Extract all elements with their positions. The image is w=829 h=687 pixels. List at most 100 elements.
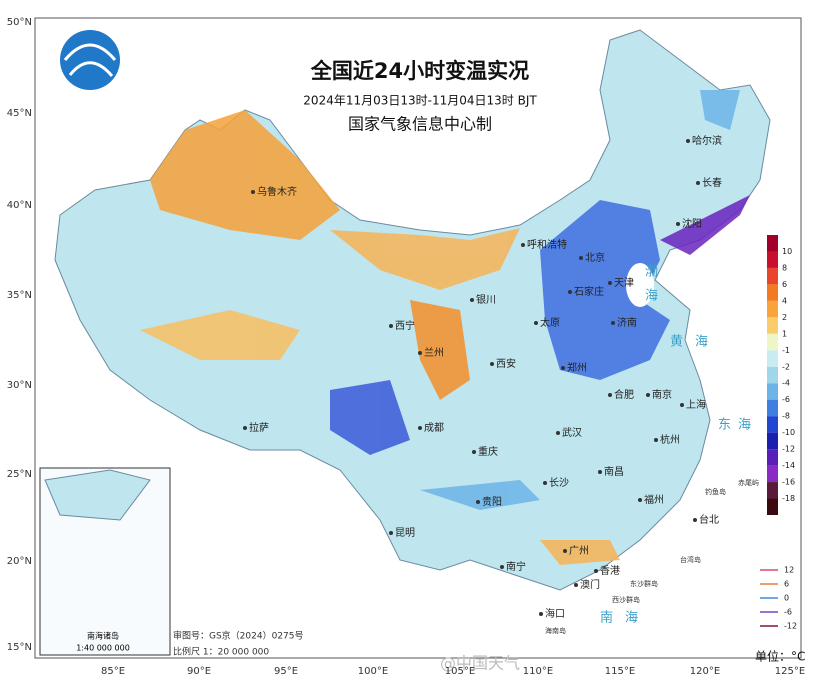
city-label: 南京	[652, 388, 672, 401]
city-label: 哈尔滨	[692, 134, 722, 147]
colorbar-label: -16	[782, 478, 795, 487]
colorbar-swatch	[767, 251, 778, 268]
city-dot	[676, 222, 680, 226]
island-label: 钓鱼岛	[705, 487, 726, 496]
colorbar-label: -14	[782, 461, 795, 470]
colorbar-label: -4	[782, 379, 790, 388]
city-label: 长春	[702, 177, 722, 189]
city-dot	[543, 481, 547, 485]
colorbar-swatch	[767, 465, 778, 483]
city-label: 沈阳	[682, 217, 702, 230]
sea-label: 海	[738, 418, 751, 433]
city-dot	[611, 321, 615, 325]
sea-label: 海	[625, 611, 638, 626]
island-label: 海南岛	[545, 626, 566, 635]
city-dot	[389, 531, 393, 535]
city-label: 呼和浩特	[527, 239, 567, 251]
city-dot	[608, 393, 612, 397]
city-dot	[251, 190, 255, 194]
colorbar-swatch	[767, 267, 778, 285]
sea-label: 渤	[645, 264, 658, 280]
title: 全国近24小时变温实况	[310, 59, 529, 83]
warm-area	[540, 540, 620, 565]
colorbar-swatch	[767, 333, 778, 351]
colorbar-label: -8	[782, 412, 790, 421]
city-dot	[476, 500, 480, 504]
producer: 国家气象信息中心制	[348, 115, 492, 134]
city-label: 济南	[617, 316, 637, 329]
bohai-sea	[626, 263, 654, 307]
map-scale: 比例尺 1：20 000 000	[173, 646, 269, 658]
lon-label: 110°E	[523, 666, 553, 677]
sea-label: 黄	[670, 335, 683, 350]
city-label: 兰州	[424, 346, 444, 359]
city-dot	[243, 426, 247, 430]
colorbar-swatch	[767, 416, 778, 433]
lon-label: 90°E	[187, 666, 211, 677]
city-label: 合肥	[614, 388, 634, 401]
inset-land	[44, 469, 151, 521]
city-dot	[638, 498, 642, 502]
city-dot	[696, 181, 700, 185]
warm-area	[330, 228, 520, 290]
colorbar-label: 2	[782, 313, 787, 322]
logo	[60, 30, 120, 90]
city-dot	[563, 549, 567, 553]
lat-label: 20°N	[7, 556, 32, 567]
lon-label: 125°E	[775, 666, 805, 677]
contour-legend-label: 6	[784, 580, 789, 589]
colorbar-swatch	[767, 284, 778, 301]
city-label: 石家庄	[574, 285, 604, 298]
colorbar-swatch	[767, 399, 778, 417]
city-dot	[500, 565, 504, 569]
cold-area	[420, 480, 540, 510]
watermark: @中国天气	[440, 654, 520, 673]
colorbar-label: -18	[782, 494, 795, 503]
city-label: 天津	[614, 277, 634, 289]
city-label: 武汉	[562, 426, 582, 439]
contour-legend-label: 12	[784, 566, 794, 575]
city-label: 广州	[569, 545, 589, 557]
sea-label: 海	[645, 289, 658, 304]
city-dot	[693, 518, 697, 522]
city-label: 贵阳	[482, 495, 502, 508]
city-label: 重庆	[478, 445, 498, 458]
city-label: 成都	[424, 422, 444, 434]
lat-label: 30°N	[7, 380, 32, 391]
city-dot	[556, 431, 560, 435]
colorbar-label: 6	[782, 280, 787, 289]
city-label: 杭州	[660, 433, 680, 446]
colorbar-swatch	[767, 350, 778, 367]
colorbar-label: -10	[782, 428, 795, 437]
colorbar-swatch	[767, 300, 778, 318]
city-dot	[472, 450, 476, 454]
lon-label: 95°E	[274, 666, 298, 677]
lon-label: 100°E	[358, 666, 388, 677]
city-dot	[594, 569, 598, 573]
city-dot	[579, 256, 583, 260]
city-dot	[680, 403, 684, 407]
city-label: 昆明	[395, 527, 415, 539]
city-dot	[686, 139, 690, 143]
city-label: 福州	[644, 493, 664, 506]
warm-area	[140, 310, 300, 360]
city-dot	[539, 612, 543, 616]
city-dot	[654, 438, 658, 442]
city-label: 西安	[496, 357, 516, 370]
city-label: 长沙	[549, 477, 569, 489]
contour-legend-label: -6	[784, 608, 792, 617]
colorbar-swatch	[767, 235, 778, 252]
lat-label: 15°N	[7, 642, 32, 653]
logo-globe	[60, 30, 120, 90]
colorbar-swatch	[767, 498, 778, 515]
city-dot	[490, 362, 494, 366]
city-dot	[574, 583, 578, 587]
inset-title: 南海诸岛	[87, 631, 119, 641]
lon-label: 115°E	[605, 666, 635, 677]
colorbar-swatch	[767, 366, 778, 384]
colorbar-label: -2	[782, 362, 790, 371]
colorbar-label: 10	[782, 247, 792, 256]
cold-area	[330, 380, 410, 455]
unit: 单位：°C	[755, 649, 805, 664]
